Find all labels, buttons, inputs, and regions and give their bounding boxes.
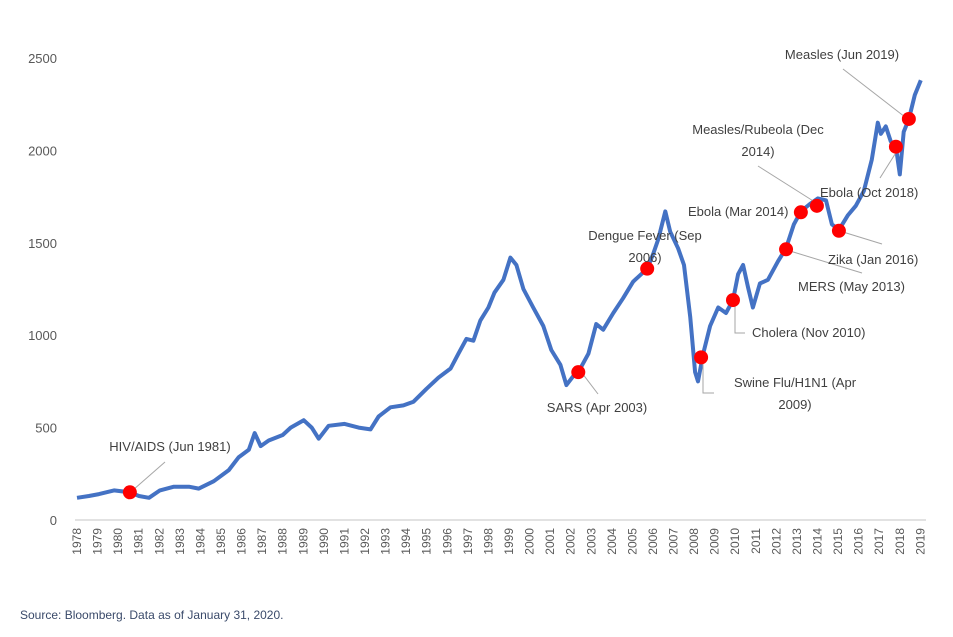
event-marker (831, 223, 846, 238)
event-marker (793, 205, 808, 220)
event-label: Zika (Jan 2016) (828, 252, 918, 267)
x-tick-label: 1997 (461, 528, 475, 555)
event-label: 2006) (628, 250, 661, 265)
series-line (76, 79, 923, 500)
x-tick-label: 2009 (708, 528, 722, 555)
x-tick-label: 2017 (872, 528, 886, 555)
event-label: Swine Flu/H1N1 (Apr (734, 375, 857, 390)
x-tick-label: 2010 (728, 528, 742, 555)
y-tick-label: 500 (35, 421, 57, 436)
annotation-leader-line (734, 303, 745, 334)
annotation-leader-line (757, 165, 819, 205)
x-tick-label: 1980 (111, 528, 125, 555)
x-tick-label: 1982 (152, 528, 166, 555)
x-tick-label: 2015 (831, 528, 845, 555)
x-tick-label: 2000 (523, 528, 537, 555)
event-marker (901, 111, 916, 126)
x-tick-label: 1993 (379, 528, 393, 555)
x-tick-label: 2003 (584, 528, 598, 555)
annotation-leader-line (581, 372, 599, 395)
event-label: MERS (May 2013) (798, 279, 905, 294)
x-tick-label: 2004 (605, 528, 619, 555)
x-tick-label: 1998 (481, 528, 495, 555)
x-tick-label: 1987 (255, 528, 269, 555)
x-tick-label: 1995 (420, 528, 434, 555)
x-tick-label: 2016 (852, 528, 866, 555)
x-tick-label: 1979 (91, 528, 105, 555)
event-marker (779, 242, 794, 257)
x-tick-label: 1986 (235, 528, 249, 555)
y-tick-label: 2000 (28, 143, 57, 158)
event-marker (725, 293, 740, 308)
event-marker (809, 198, 824, 213)
x-tick-label: 1988 (276, 528, 290, 555)
x-tick-label: 1992 (358, 528, 372, 555)
x-tick-label: 2005 (625, 528, 639, 555)
event-label: Ebola (Oct 2018) (820, 185, 918, 200)
x-tick-label: 2019 (913, 528, 927, 555)
x-tick-label: 1994 (399, 528, 413, 555)
y-tick-label: 2500 (28, 51, 57, 66)
event-label: Measles (Jun 2019) (785, 47, 899, 62)
annotation-leader-line (842, 68, 906, 118)
annotation-leader-line (879, 150, 898, 179)
event-marker (888, 139, 903, 154)
x-tick-label: 2011 (749, 528, 763, 554)
event-label: Dengue Fever (Sep (588, 228, 701, 243)
source-note: Source: Bloomberg. Data as of January 31… (20, 608, 284, 622)
event-label: Ebola (Mar 2014) (688, 204, 788, 219)
event-marker (640, 261, 655, 276)
annotation-leader-line (132, 461, 166, 491)
annotation-leader-line (789, 250, 863, 274)
event-label: Measles/Rubeola (Dec (692, 122, 824, 137)
event-label: 2014) (741, 144, 774, 159)
x-tick-label: 1989 (296, 528, 310, 555)
x-tick-label: 2008 (687, 528, 701, 555)
x-tick-label: 1984 (193, 528, 207, 555)
x-tick-label: 1981 (132, 528, 146, 555)
x-tick-label: 1983 (173, 528, 187, 555)
x-tick-label: 2006 (646, 528, 660, 555)
x-tick-label: 1978 (70, 528, 84, 555)
event-marker (694, 350, 709, 365)
y-tick-label: 1500 (28, 236, 57, 251)
annotation-leader-line (842, 231, 883, 245)
x-tick-label: 2007 (667, 528, 681, 555)
x-tick-label: 1985 (214, 528, 228, 555)
x-tick-label: 2018 (893, 528, 907, 555)
event-marker (571, 365, 586, 380)
x-tick-label: 2002 (564, 528, 578, 555)
event-marker (122, 485, 137, 500)
annotation-leader-line (702, 360, 714, 394)
y-tick-label: 0 (50, 513, 57, 528)
x-tick-label: 1996 (440, 528, 454, 555)
event-label: HIV/AIDS (Jun 1981) (109, 439, 230, 454)
x-tick-label: 1999 (502, 528, 516, 555)
event-label: SARS (Apr 2003) (547, 400, 647, 415)
x-tick-label: 2013 (790, 528, 804, 555)
x-tick-label: 1991 (337, 528, 351, 555)
x-tick-label: 2014 (811, 528, 825, 555)
x-tick-label: 1990 (317, 528, 331, 555)
event-label: Cholera (Nov 2010) (752, 325, 865, 340)
x-tick-label: 2001 (543, 528, 557, 555)
event-label: 2009) (778, 397, 811, 412)
y-tick-label: 1000 (28, 328, 57, 343)
x-tick-label: 2012 (769, 528, 783, 555)
